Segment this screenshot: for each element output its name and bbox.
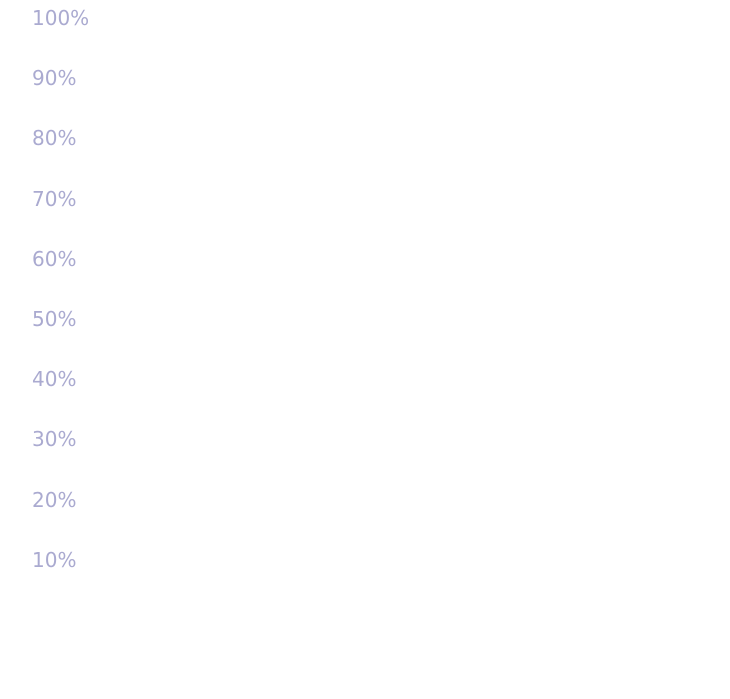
y-tick-label: 100% [32, 6, 90, 30]
y-tick-label: 90% [32, 66, 77, 91]
y-tick-label: 40% [32, 367, 77, 392]
y-tick-label: 60% [32, 246, 77, 271]
y-tick-label: 70% [32, 186, 77, 211]
y-tick-label: 50% [32, 307, 77, 331]
y-tick-label: 20% [32, 487, 77, 512]
y-tick-label: 10% [32, 547, 77, 572]
y-tick-label: 30% [32, 427, 77, 452]
y-tick-label: 80% [32, 126, 77, 151]
